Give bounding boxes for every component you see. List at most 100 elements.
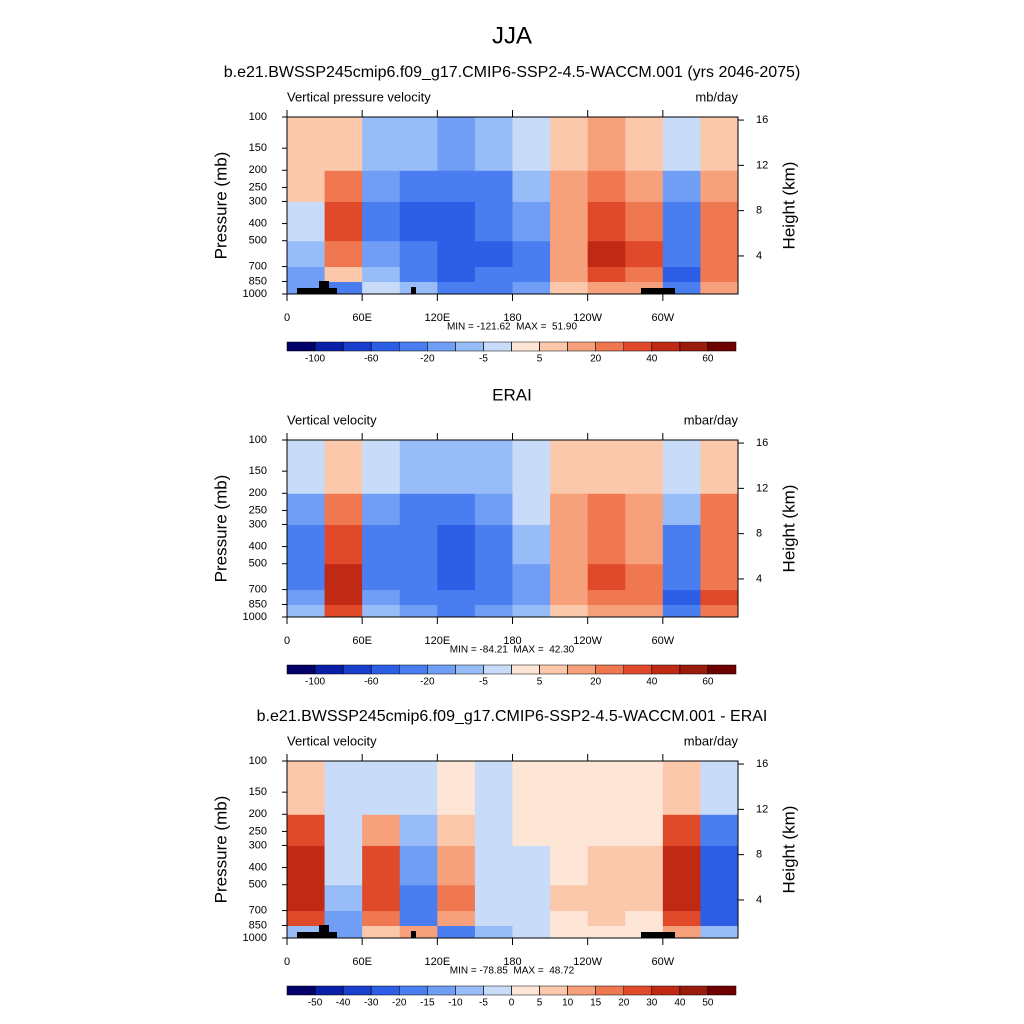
- contour-cell: [399, 117, 438, 171]
- contour-cell: [662, 440, 701, 494]
- contour-cell: [287, 910, 326, 927]
- x-tick-label: 60W: [652, 956, 675, 968]
- y-tick-label: 300: [249, 195, 267, 207]
- colorbar-box: [595, 985, 624, 996]
- contour-cell: [550, 493, 589, 525]
- y-axis-label: Pressure (mb): [211, 475, 230, 583]
- contour-cell: [437, 814, 476, 846]
- contour-cell: [287, 589, 326, 606]
- x-tick-label: 120W: [573, 635, 602, 647]
- colorbar-label: 40: [674, 998, 686, 1009]
- contour-cell: [550, 440, 589, 494]
- contour-cell: [362, 845, 401, 886]
- colorbar-box: [399, 985, 428, 996]
- contour-cell: [324, 604, 363, 618]
- contour-cell: [587, 814, 626, 846]
- contour-cell: [550, 281, 589, 295]
- contour-cell: [587, 493, 626, 525]
- contour-cell: [287, 884, 326, 912]
- contour-cell: [399, 814, 438, 846]
- colorbar-label: 30: [646, 998, 658, 1009]
- contour-cell: [662, 761, 701, 815]
- colorbar-box: [342, 341, 372, 352]
- contour-cell: [437, 240, 476, 268]
- contour-cell: [587, 240, 626, 268]
- contour-cell: [474, 761, 513, 815]
- contour-cell: [437, 589, 476, 606]
- contour-cell: [550, 761, 589, 815]
- colorbar-label: -20: [420, 677, 435, 688]
- colorbar-box: [539, 341, 568, 352]
- colorbar-label: -5: [479, 354, 488, 365]
- colorbar-label: 20: [590, 354, 602, 365]
- contour-cell: [550, 170, 589, 202]
- terrain: [319, 281, 329, 294]
- right-label: mbar/day: [684, 412, 739, 427]
- colorbar-box: [567, 985, 596, 996]
- contour-cell: [512, 201, 551, 242]
- contour-cell: [625, 440, 664, 494]
- y2-tick-label: 12: [756, 803, 768, 815]
- colorbar-box: [651, 341, 681, 352]
- contour-cell: [625, 814, 664, 846]
- x-tick-label: 60E: [352, 635, 372, 647]
- contour-cell: [662, 266, 701, 283]
- contour-cell: [587, 925, 626, 939]
- contour-cell: [662, 910, 701, 927]
- contour-cell: [474, 266, 513, 283]
- contour-cell: [324, 814, 363, 846]
- left-label: Vertical velocity: [287, 733, 377, 748]
- contour-cell: [287, 563, 326, 591]
- contour-cell: [474, 240, 513, 268]
- colorbar-box: [399, 341, 428, 352]
- colorbar-box: [483, 664, 512, 675]
- colorbar-box: [623, 985, 653, 996]
- contour-cell: [700, 589, 739, 606]
- x-tick-label: 60W: [652, 635, 675, 647]
- contour-cell: [437, 440, 476, 494]
- contour-cell: [362, 440, 401, 494]
- y2-tick-label: 8: [756, 205, 762, 217]
- colorbar-label: 60: [702, 677, 714, 688]
- y-tick-label: 300: [249, 518, 267, 530]
- colorbar-box: [314, 985, 344, 996]
- colorbar-box: [455, 664, 484, 675]
- panel-title: ERAI: [492, 385, 532, 404]
- y-tick-label: 1000: [243, 611, 267, 623]
- contour-cell: [399, 201, 438, 242]
- contour-cell: [550, 884, 589, 912]
- contour-cell: [625, 117, 664, 171]
- contour-cell: [512, 884, 551, 912]
- colorbar-box: [427, 341, 456, 352]
- contour-cell: [512, 910, 551, 927]
- colorbar-box: [679, 664, 709, 675]
- contour-cell: [512, 814, 551, 846]
- colorbar-label: -40: [336, 998, 351, 1009]
- contour-cell: [587, 440, 626, 494]
- contour-cell: [550, 266, 589, 283]
- contour-cell: [512, 604, 551, 618]
- colorbar-label: 40: [646, 354, 658, 365]
- y2-tick-label: 4: [756, 894, 762, 906]
- contour-cell: [625, 170, 664, 202]
- contour-cell: [474, 910, 513, 927]
- colorbar-label: 10: [562, 998, 574, 1009]
- y-tick-label: 150: [249, 465, 267, 477]
- contour-cell: [362, 761, 401, 815]
- contour-cell: [625, 761, 664, 815]
- contour-cell: [550, 201, 589, 242]
- contour-cell: [550, 925, 589, 939]
- contour-cell: [362, 814, 401, 846]
- y2-axis-label: Height (km): [779, 162, 798, 250]
- colorbar-box: [539, 985, 568, 996]
- y-tick-label: 300: [249, 839, 267, 851]
- contour-cell: [324, 761, 363, 815]
- contour-cell: [662, 814, 701, 846]
- contour-cell: [287, 524, 326, 565]
- terrain: [641, 932, 675, 938]
- panel-title: b.e21.BWSSP245cmip6.f09_g17.CMIP6-SSP2-4…: [257, 708, 768, 725]
- contour-cell: [662, 240, 701, 268]
- y2-tick-label: 16: [756, 758, 768, 770]
